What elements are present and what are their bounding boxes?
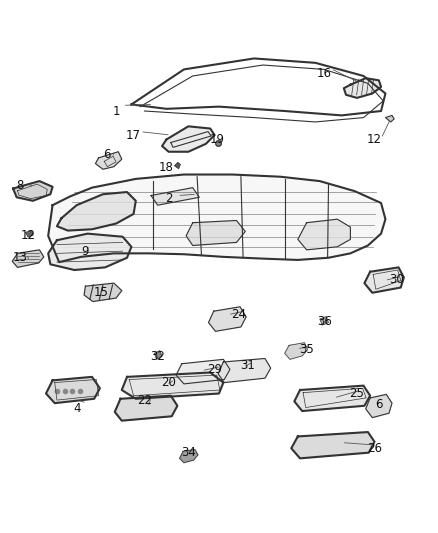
Polygon shape <box>46 377 100 403</box>
Polygon shape <box>154 351 162 359</box>
Text: 31: 31 <box>240 359 255 372</box>
Text: 9: 9 <box>81 245 89 257</box>
Text: 6: 6 <box>375 398 383 411</box>
Text: 8: 8 <box>16 179 23 192</box>
Polygon shape <box>218 359 271 383</box>
Polygon shape <box>186 221 245 246</box>
Polygon shape <box>84 283 122 302</box>
Text: 20: 20 <box>161 376 176 389</box>
Polygon shape <box>12 250 44 268</box>
Polygon shape <box>298 219 350 250</box>
Polygon shape <box>48 233 131 270</box>
Text: 35: 35 <box>299 343 314 356</box>
Polygon shape <box>122 373 223 399</box>
Polygon shape <box>291 432 374 458</box>
Text: 15: 15 <box>93 286 108 300</box>
Polygon shape <box>162 126 215 152</box>
Polygon shape <box>366 394 392 418</box>
Text: 19: 19 <box>209 133 224 146</box>
Text: 4: 4 <box>73 402 81 415</box>
Polygon shape <box>320 317 328 325</box>
Text: 24: 24 <box>231 308 246 321</box>
Polygon shape <box>208 307 246 332</box>
Text: 32: 32 <box>150 350 165 363</box>
Polygon shape <box>285 343 307 359</box>
Polygon shape <box>385 115 394 122</box>
Text: 13: 13 <box>12 251 27 264</box>
Polygon shape <box>13 181 53 201</box>
Text: 26: 26 <box>367 442 382 455</box>
Polygon shape <box>344 78 381 98</box>
Polygon shape <box>176 359 230 384</box>
Text: 1: 1 <box>112 104 120 117</box>
Text: 12: 12 <box>367 133 382 146</box>
Text: 2: 2 <box>165 192 173 205</box>
Text: 36: 36 <box>317 315 332 328</box>
Polygon shape <box>174 162 180 169</box>
Text: 25: 25 <box>350 387 364 400</box>
Text: 12: 12 <box>21 229 36 243</box>
Text: 29: 29 <box>207 363 222 376</box>
Text: 30: 30 <box>389 273 404 286</box>
Text: 18: 18 <box>159 161 174 174</box>
Text: 6: 6 <box>103 148 111 161</box>
Text: 16: 16 <box>317 67 332 80</box>
Text: 22: 22 <box>137 393 152 407</box>
Polygon shape <box>364 268 404 293</box>
Text: 17: 17 <box>126 128 141 142</box>
Polygon shape <box>115 395 177 421</box>
Polygon shape <box>25 231 33 237</box>
Polygon shape <box>95 152 122 169</box>
Polygon shape <box>48 174 385 262</box>
Polygon shape <box>57 192 136 231</box>
Polygon shape <box>294 386 370 411</box>
Polygon shape <box>151 188 199 205</box>
Polygon shape <box>180 449 198 463</box>
Text: 34: 34 <box>181 446 196 459</box>
